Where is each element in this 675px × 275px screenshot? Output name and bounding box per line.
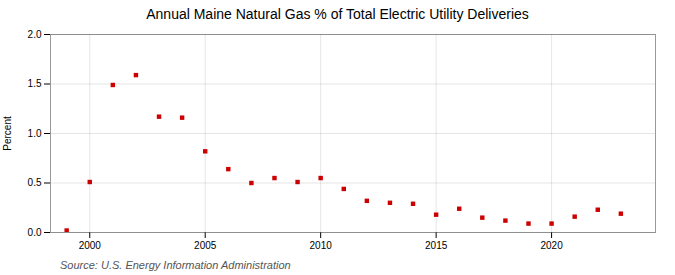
svg-text:2000: 2000 <box>79 240 102 251</box>
html-text:Source: U.S. Energy Informatio: Source: U.S. Energy Information Administ… <box>60 259 291 271</box>
svg-text:0.5: 0.5 <box>28 177 42 188</box>
svg-text:Percent: Percent <box>2 116 13 151</box>
svg-text:2020: 2020 <box>540 240 563 251</box>
svg-text:2010: 2010 <box>310 240 333 251</box>
svg-text:2005: 2005 <box>194 240 217 251</box>
svg-text:0.0: 0.0 <box>28 227 42 238</box>
html-text:Annual Maine Natural Gas % of: Annual Maine Natural Gas % of Total Elec… <box>146 6 529 22</box>
svg-text:2.0: 2.0 <box>28 29 42 40</box>
svg-text:1.0: 1.0 <box>28 128 42 139</box>
svg-text:2015: 2015 <box>425 240 448 251</box>
svg-text:1.5: 1.5 <box>28 78 42 89</box>
